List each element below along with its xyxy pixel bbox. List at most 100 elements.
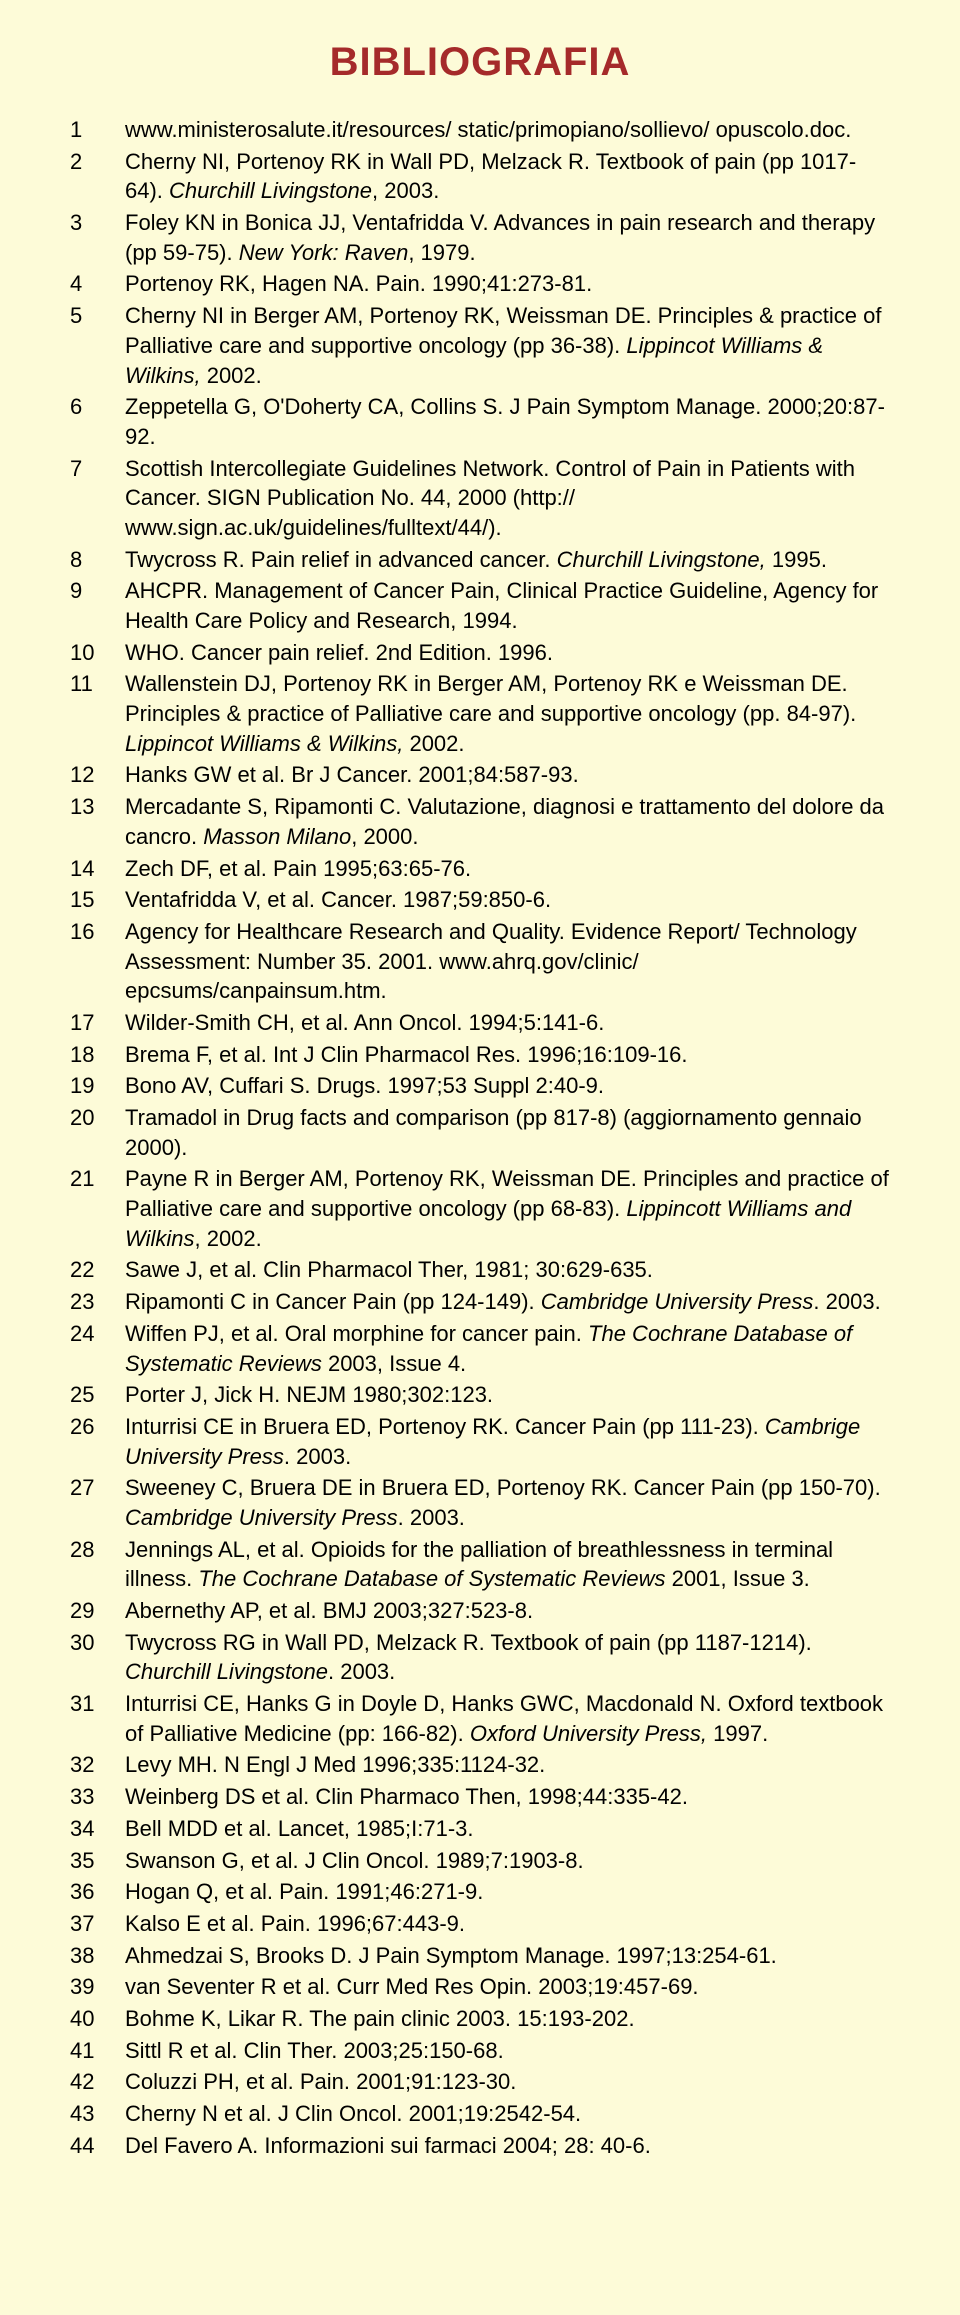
reference-text: Del Favero A. Informazioni sui farmaci 2… (125, 2131, 890, 2161)
reference-number: 4 (70, 269, 125, 299)
reference-number: 9 (70, 576, 125, 635)
bibliography-item: 14Zech DF, et al. Pain 1995;63:65-76. (70, 854, 890, 884)
bibliography-item: 22Sawe J, et al. Clin Pharmacol Ther, 19… (70, 1255, 890, 1285)
reference-number: 32 (70, 1750, 125, 1780)
reference-number: 15 (70, 885, 125, 915)
reference-text: van Seventer R et al. Curr Med Res Opin.… (125, 1972, 890, 2002)
bibliography-item: 37Kalso E et al. Pain. 1996;67:443-9. (70, 1909, 890, 1939)
reference-number: 10 (70, 638, 125, 668)
reference-text: Ahmedzai S, Brooks D. J Pain Symptom Man… (125, 1941, 890, 1971)
bibliography-item: 33Weinberg DS et al. Clin Pharmaco Then,… (70, 1782, 890, 1812)
bibliography-item: 39van Seventer R et al. Curr Med Res Opi… (70, 1972, 890, 2002)
reference-number: 2 (70, 147, 125, 206)
reference-text: Sittl R et al. Clin Ther. 2003;25:150-68… (125, 2036, 890, 2066)
bibliography-item: 42Coluzzi PH, et al. Pain. 2001;91:123-3… (70, 2067, 890, 2097)
bibliography-item: 34Bell MDD et al. Lancet, 1985;I:71-3. (70, 1814, 890, 1844)
bibliography-item: 7Scottish Intercollegiate Guidelines Net… (70, 454, 890, 543)
reference-text: Mercadante S, Ripamonti C. Valutazione, … (125, 792, 890, 851)
bibliography-item: 4Portenoy RK, Hagen NA. Pain. 1990;41:27… (70, 269, 890, 299)
bibliography-item: 36Hogan Q, et al. Pain. 1991;46:271-9. (70, 1877, 890, 1907)
reference-number: 34 (70, 1814, 125, 1844)
reference-text: Zeppetella G, O'Doherty CA, Collins S. J… (125, 392, 890, 451)
reference-number: 29 (70, 1596, 125, 1626)
bibliography-item: 24Wiffen PJ, et al. Oral morphine for ca… (70, 1319, 890, 1378)
reference-number: 18 (70, 1040, 125, 1070)
bibliography-item: 44Del Favero A. Informazioni sui farmaci… (70, 2131, 890, 2161)
reference-text: Swanson G, et al. J Clin Oncol. 1989;7:1… (125, 1846, 890, 1876)
reference-text: Hanks GW et al. Br J Cancer. 2001;84:587… (125, 760, 890, 790)
bibliography-item: 23Ripamonti C in Cancer Pain (pp 124-149… (70, 1287, 890, 1317)
reference-text: Tramadol in Drug facts and comparison (p… (125, 1103, 890, 1162)
reference-text: Agency for Healthcare Research and Quali… (125, 917, 890, 1006)
reference-number: 8 (70, 545, 125, 575)
reference-text: Payne R in Berger AM, Portenoy RK, Weiss… (125, 1164, 890, 1253)
reference-number: 22 (70, 1255, 125, 1285)
reference-number: 24 (70, 1319, 125, 1378)
reference-number: 17 (70, 1008, 125, 1038)
reference-text: Jennings AL, et al. Opioids for the pall… (125, 1535, 890, 1594)
reference-number: 11 (70, 669, 125, 758)
reference-text: Sawe J, et al. Clin Pharmacol Ther, 1981… (125, 1255, 890, 1285)
reference-text: Brema F, et al. Int J Clin Pharmacol Res… (125, 1040, 890, 1070)
reference-number: 1 (70, 115, 125, 145)
reference-number: 38 (70, 1941, 125, 1971)
reference-text: Cherny N et al. J Clin Oncol. 2001;19:25… (125, 2099, 890, 2129)
reference-number: 23 (70, 1287, 125, 1317)
bibliography-item: 40Bohme K, Likar R. The pain clinic 2003… (70, 2004, 890, 2034)
reference-text: Cherny NI, Portenoy RK in Wall PD, Melza… (125, 147, 890, 206)
reference-text: Inturrisi CE, Hanks G in Doyle D, Hanks … (125, 1689, 890, 1748)
reference-number: 42 (70, 2067, 125, 2097)
bibliography-item: 38Ahmedzai S, Brooks D. J Pain Symptom M… (70, 1941, 890, 1971)
bibliography-item: 28Jennings AL, et al. Opioids for the pa… (70, 1535, 890, 1594)
bibliography-item: 41Sittl R et al. Clin Ther. 2003;25:150-… (70, 2036, 890, 2066)
reference-text: WHO. Cancer pain relief. 2nd Edition. 19… (125, 638, 890, 668)
reference-number: 13 (70, 792, 125, 851)
reference-number: 27 (70, 1473, 125, 1532)
reference-text: Portenoy RK, Hagen NA. Pain. 1990;41:273… (125, 269, 890, 299)
reference-number: 44 (70, 2131, 125, 2161)
bibliography-item: 43Cherny N et al. J Clin Oncol. 2001;19:… (70, 2099, 890, 2129)
reference-number: 14 (70, 854, 125, 884)
reference-text: Porter J, Jick H. NEJM 1980;302:123. (125, 1380, 890, 1410)
reference-text: Cherny NI in Berger AM, Portenoy RK, Wei… (125, 301, 890, 390)
reference-text: Bohme K, Likar R. The pain clinic 2003. … (125, 2004, 890, 2034)
reference-text: Scottish Intercollegiate Guidelines Netw… (125, 454, 890, 543)
reference-number: 43 (70, 2099, 125, 2129)
reference-number: 25 (70, 1380, 125, 1410)
bibliography-item: 18Brema F, et al. Int J Clin Pharmacol R… (70, 1040, 890, 1070)
reference-text: Ventafridda V, et al. Cancer. 1987;59:85… (125, 885, 890, 915)
reference-text: Bono AV, Cuffari S. Drugs. 1997;53 Suppl… (125, 1071, 890, 1101)
reference-number: 31 (70, 1689, 125, 1748)
reference-text: Sweeney C, Bruera DE in Bruera ED, Porte… (125, 1473, 890, 1532)
reference-text: Levy MH. N Engl J Med 1996;335:1124-32. (125, 1750, 890, 1780)
bibliography-item: 3Foley KN in Bonica JJ, Ventafridda V. A… (70, 208, 890, 267)
bibliography-item: 16Agency for Healthcare Research and Qua… (70, 917, 890, 1006)
reference-number: 37 (70, 1909, 125, 1939)
reference-text: Coluzzi PH, et al. Pain. 2001;91:123-30. (125, 2067, 890, 2097)
reference-text: www.ministerosalute.it/resources/ static… (125, 115, 890, 145)
bibliography-item: 32Levy MH. N Engl J Med 1996;335:1124-32… (70, 1750, 890, 1780)
bibliography-item: 13Mercadante S, Ripamonti C. Valutazione… (70, 792, 890, 851)
reference-number: 30 (70, 1628, 125, 1687)
bibliography-item: 17Wilder-Smith CH, et al. Ann Oncol. 199… (70, 1008, 890, 1038)
reference-text: Wilder-Smith CH, et al. Ann Oncol. 1994;… (125, 1008, 890, 1038)
bibliography-item: 5Cherny NI in Berger AM, Portenoy RK, We… (70, 301, 890, 390)
reference-number: 41 (70, 2036, 125, 2066)
bibliography-item: 10WHO. Cancer pain relief. 2nd Edition. … (70, 638, 890, 668)
page-title: BIBLIOGRAFIA (70, 40, 890, 85)
bibliography-item: 6Zeppetella G, O'Doherty CA, Collins S. … (70, 392, 890, 451)
bibliography-item: 26Inturrisi CE in Bruera ED, Portenoy RK… (70, 1412, 890, 1471)
reference-text: Weinberg DS et al. Clin Pharmaco Then, 1… (125, 1782, 890, 1812)
reference-number: 33 (70, 1782, 125, 1812)
bibliography-item: 9AHCPR. Management of Cancer Pain, Clini… (70, 576, 890, 635)
reference-number: 28 (70, 1535, 125, 1594)
bibliography-item: 15Ventafridda V, et al. Cancer. 1987;59:… (70, 885, 890, 915)
reference-number: 40 (70, 2004, 125, 2034)
bibliography-item: 21Payne R in Berger AM, Portenoy RK, Wei… (70, 1164, 890, 1253)
bibliography-item: 27Sweeney C, Bruera DE in Bruera ED, Por… (70, 1473, 890, 1532)
reference-text: Foley KN in Bonica JJ, Ventafridda V. Ad… (125, 208, 890, 267)
bibliography-item: 35Swanson G, et al. J Clin Oncol. 1989;7… (70, 1846, 890, 1876)
reference-text: Wallenstein DJ, Portenoy RK in Berger AM… (125, 669, 890, 758)
reference-number: 35 (70, 1846, 125, 1876)
reference-number: 39 (70, 1972, 125, 2002)
